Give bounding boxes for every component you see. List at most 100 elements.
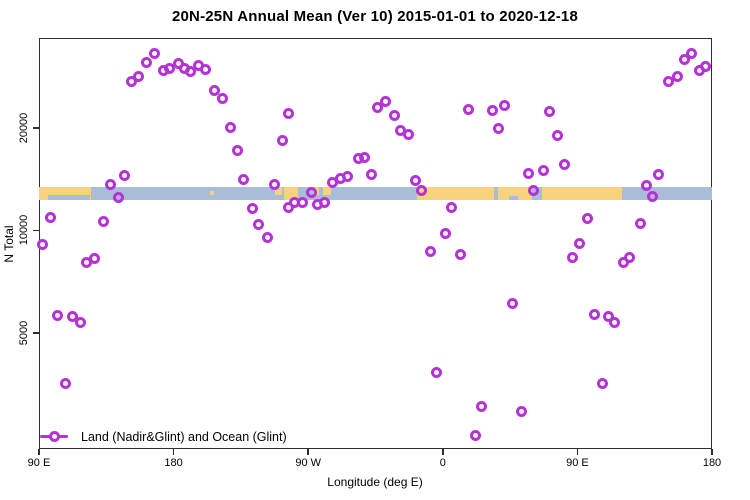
scatter-point xyxy=(647,191,659,203)
scatter-point xyxy=(416,185,428,197)
scatter-point xyxy=(224,121,236,133)
scatter-point xyxy=(685,48,697,60)
x-axis-tick xyxy=(307,449,309,455)
x-axis-tick-label: 90 E xyxy=(27,457,51,469)
scatter-point xyxy=(297,196,309,208)
scatter-point xyxy=(567,252,579,264)
scatter-point xyxy=(446,202,458,214)
scatter-point xyxy=(492,123,504,135)
plot-area xyxy=(39,38,712,449)
scatter-point xyxy=(522,168,534,180)
scatter-point xyxy=(185,66,197,78)
y-axis-label: N Total xyxy=(2,225,16,263)
map-band-ocean-inlet xyxy=(47,194,90,201)
chart-title: 20N-25N Annual Mean (Ver 10) 2015-01-01 … xyxy=(171,8,579,25)
scatter-point xyxy=(216,93,228,105)
scatter-point xyxy=(624,252,636,264)
scatter-point xyxy=(319,196,331,208)
scatter-point xyxy=(253,219,265,231)
scatter-point xyxy=(609,316,621,328)
scatter-point xyxy=(59,377,71,389)
x-axis-tick xyxy=(172,449,175,455)
map-band-land xyxy=(210,190,214,196)
x-axis-tick xyxy=(711,449,713,455)
scatter-point xyxy=(559,159,571,171)
scatter-point xyxy=(119,170,131,182)
scatter-point xyxy=(164,63,176,75)
scatter-point xyxy=(596,377,608,389)
scatter-point xyxy=(425,246,437,258)
y-axis-tick-label: 20000 xyxy=(18,112,30,144)
scatter-point xyxy=(440,228,452,240)
scatter-point xyxy=(67,310,79,322)
x-axis-tick xyxy=(38,449,40,455)
scatter-point xyxy=(269,178,281,190)
scatter-point xyxy=(379,95,391,107)
scatter-point xyxy=(581,213,593,225)
scatter-point xyxy=(699,61,711,73)
scatter-point xyxy=(455,249,467,261)
scatter-point xyxy=(141,57,153,69)
scatter-point xyxy=(104,179,116,191)
scatter-point xyxy=(126,76,138,88)
scatter-point xyxy=(199,64,211,76)
legend-circle-icon xyxy=(49,431,60,442)
x-axis-tick-label: 180 xyxy=(164,457,183,469)
scatter-point xyxy=(498,100,510,112)
scatter-point xyxy=(112,192,124,204)
scatter-point xyxy=(231,144,243,156)
scatter-point xyxy=(641,180,653,192)
map-band-land xyxy=(541,187,623,201)
scatter-point xyxy=(388,110,400,122)
scatter-point xyxy=(515,406,527,418)
scatter-point xyxy=(209,85,221,97)
map-band-land xyxy=(498,187,532,201)
scatter-point xyxy=(149,48,161,60)
scatter-point xyxy=(341,171,353,183)
scatter-point xyxy=(653,169,665,181)
scatter-point xyxy=(544,105,556,117)
scatter-point xyxy=(276,135,288,147)
scatter-point xyxy=(506,298,518,310)
scatter-point xyxy=(663,75,675,87)
x-axis-tick-label: 90 E xyxy=(566,457,589,469)
x-axis-tick xyxy=(576,449,579,455)
y-axis-tick xyxy=(33,127,39,129)
map-band-ocean-inlet xyxy=(508,195,518,201)
scatter-point xyxy=(365,169,377,181)
scatter-point xyxy=(74,316,86,328)
x-axis-tick-label: 90 W xyxy=(295,457,322,469)
y-axis-tick-label: 5000 xyxy=(18,320,30,346)
y-axis-tick-label: 10000 xyxy=(18,215,30,246)
scatter-point xyxy=(678,53,690,65)
scatter-point xyxy=(283,107,295,119)
scatter-point xyxy=(589,309,601,321)
x-axis-tick xyxy=(442,449,444,455)
scatter-point xyxy=(551,129,563,141)
scatter-point xyxy=(574,238,586,250)
map-band-land xyxy=(275,187,283,195)
scatter-point xyxy=(431,367,443,379)
scatter-point xyxy=(672,70,684,82)
y-axis-tick xyxy=(33,229,39,232)
legend-marker xyxy=(40,430,68,443)
scatter-point xyxy=(538,165,550,177)
scatter-point xyxy=(634,217,646,229)
scatter-point xyxy=(132,70,144,82)
legend: Land (Nadir&Glint) and Ocean (Glint) xyxy=(40,429,287,444)
scatter-point xyxy=(97,216,109,228)
scatter-point xyxy=(410,175,422,187)
scatter-point xyxy=(463,104,475,116)
map-band-land xyxy=(417,187,495,201)
scatter-point xyxy=(45,212,57,224)
scatter-point xyxy=(358,151,370,163)
scatter-point xyxy=(247,202,259,214)
scatter-point xyxy=(470,430,482,442)
scatter-point xyxy=(306,187,318,199)
scatter-point xyxy=(603,310,615,322)
scatter-point xyxy=(527,185,539,197)
y-axis-tick xyxy=(33,332,39,334)
scatter-point xyxy=(486,104,498,116)
scatter-point xyxy=(261,232,273,244)
